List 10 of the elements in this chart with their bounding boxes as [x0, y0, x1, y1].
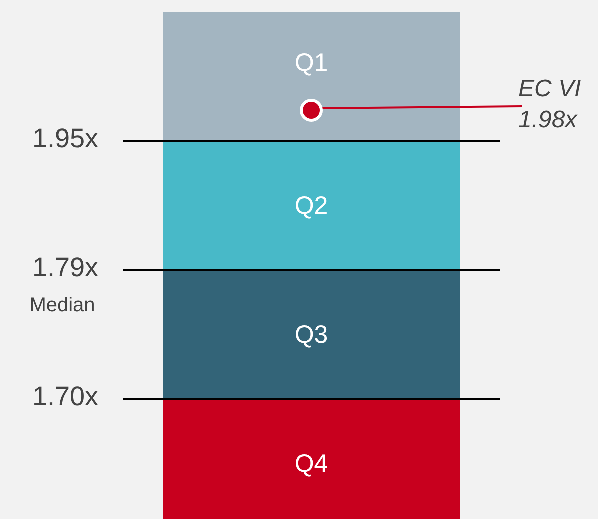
data-label: 1.98x — [518, 106, 578, 134]
category-label: Q1 — [294, 49, 328, 77]
text: Median — [30, 294, 96, 316]
category-label: Q3 — [294, 321, 328, 349]
category-label: Q4 — [294, 450, 328, 478]
data-label: 1.70x — [32, 382, 100, 412]
data-label: 1.95x — [32, 124, 100, 154]
data-label: 1.79x — [32, 252, 100, 282]
category-label: Q2 — [294, 192, 328, 220]
text: EC VI — [518, 76, 582, 103]
